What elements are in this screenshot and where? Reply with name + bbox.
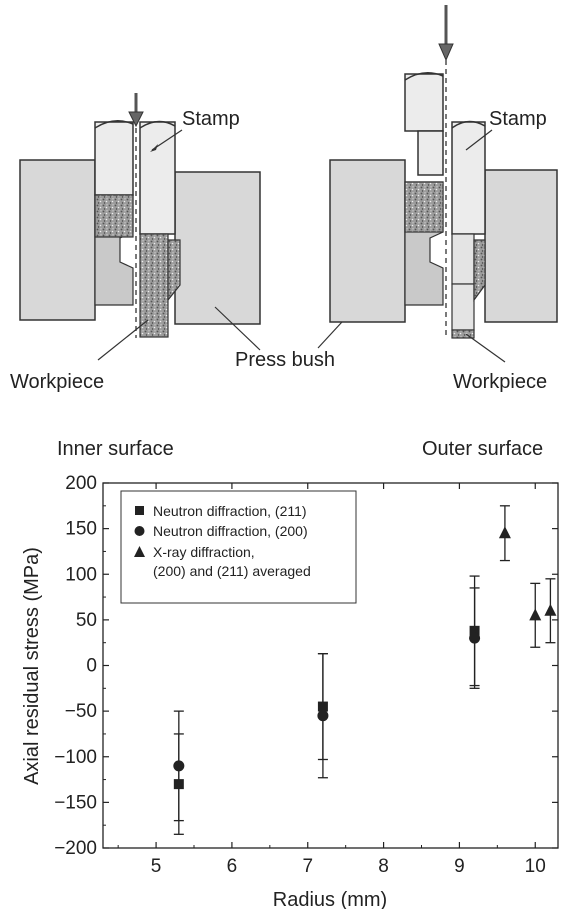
x-tick-label: 7 — [302, 856, 313, 877]
x-tick-label: 10 — [525, 856, 546, 877]
y-tick-label: 0 — [86, 656, 97, 677]
legend-item-xray: X-ray diffraction, — [153, 544, 255, 560]
workpiece-label-left: Workpiece — [10, 371, 104, 393]
workpiece-leader-right — [466, 334, 505, 362]
left-press-diagram: Stamp Workpiece — [10, 93, 260, 393]
outer-surface-annotation: Outer surface — [422, 438, 543, 460]
right-press-diagram: Stamp Workpiece — [330, 5, 557, 393]
x-tick-label: 8 — [378, 856, 389, 877]
x-tick-label: 9 — [454, 856, 465, 877]
workpiece-leader-left — [98, 320, 148, 360]
circle-marker — [469, 633, 480, 644]
left-die-block — [20, 160, 95, 320]
press-bush-label: Press bush — [235, 349, 335, 371]
stamp-label-left: Stamp — [182, 108, 240, 130]
workpiece-block-right — [140, 234, 168, 337]
x-tick-label: 6 — [227, 856, 238, 877]
legend-item-neutron-200: Neutron diffraction, (200) — [153, 523, 308, 539]
legend: Neutron diffraction, (211) Neutron diffr… — [121, 491, 356, 603]
workpiece-flange-right — [474, 240, 485, 300]
left-die-block-right — [330, 160, 405, 322]
workpiece-block-left-right — [405, 182, 443, 232]
legend-item-neutron-211: Neutron diffraction, (211) — [153, 503, 307, 519]
legend-item-xray-line2: (200) and (211) averaged — [153, 563, 311, 579]
stamp-rod-top — [405, 74, 443, 131]
stamp-rod-upper — [95, 122, 133, 195]
inner-surface-annotation: Inner surface — [57, 438, 174, 460]
press-arrow-left — [129, 93, 143, 126]
x-axis-label: Radius (mm) — [273, 889, 387, 909]
y-tick-label: 200 — [65, 473, 97, 494]
legend-square-marker — [135, 506, 144, 515]
legend-circle-marker — [135, 526, 145, 536]
circle-marker — [317, 710, 328, 721]
right-die-block — [175, 172, 260, 324]
y-tick-label: −50 — [65, 701, 97, 722]
triangle-marker — [499, 526, 511, 538]
y-tick-label: 150 — [65, 519, 97, 540]
y-tick-label: 50 — [76, 610, 97, 631]
workpiece-sleeve-lower — [452, 284, 474, 330]
x-tick-label: 5 — [151, 856, 162, 877]
stamp-label-right: Stamp — [489, 108, 547, 130]
workpiece-sleeve-upper — [452, 234, 474, 284]
y-axis-label: Axial residual stress (MPa) — [21, 547, 43, 785]
triangle-marker — [529, 608, 541, 620]
right-die-block-right — [485, 170, 557, 322]
y-tick-label: −100 — [54, 747, 97, 768]
triangle-marker — [544, 604, 556, 616]
workpiece-label-right: Workpiece — [453, 371, 547, 393]
workpiece-block-left — [95, 195, 133, 237]
press-arrow-right — [439, 5, 453, 60]
stamp-rod-mid — [418, 131, 443, 175]
y-tick-label: −200 — [54, 838, 97, 859]
y-tick-label: −150 — [54, 792, 97, 813]
y-tick-label: 100 — [65, 564, 97, 585]
circle-marker — [173, 760, 184, 771]
